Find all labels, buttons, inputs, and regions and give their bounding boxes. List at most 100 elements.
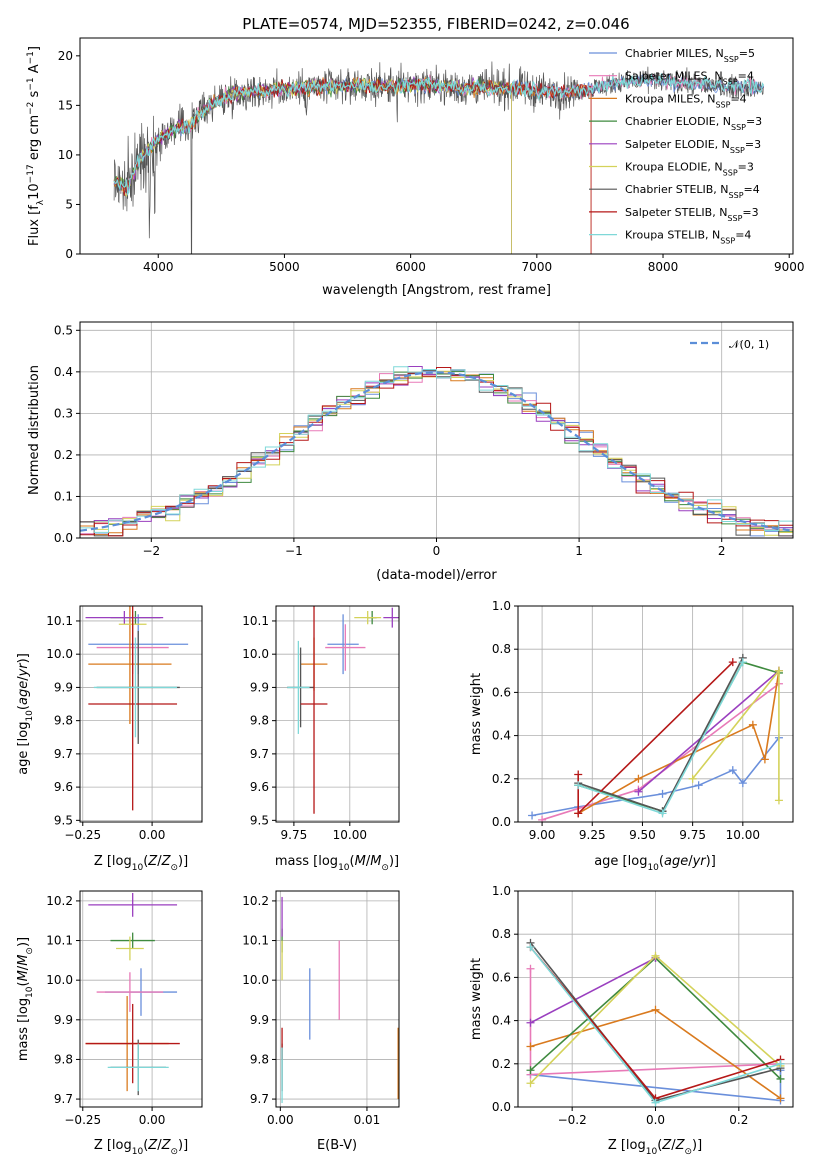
mass-vs-Z-ytick-label: 9.7 xyxy=(54,1092,73,1106)
mass-vs-EBV-xtick-label: 0.01 xyxy=(354,1113,381,1127)
weight-point-marker xyxy=(774,796,783,805)
weight-point-marker xyxy=(574,781,583,790)
legend-entry: Salpeter STELIB, NSSP=3 xyxy=(625,206,759,223)
weight-point-marker xyxy=(651,1005,660,1014)
spectrum-model-line xyxy=(113,72,765,196)
mass-vs-Z-ytick-label: 9.8 xyxy=(54,1052,73,1066)
mass-vs-Z-frame xyxy=(79,890,203,1108)
spectrum-frame xyxy=(79,37,794,255)
weight-point-marker xyxy=(738,779,747,788)
residuals-plot-area xyxy=(80,366,793,537)
spectrum-ytick-label: 10 xyxy=(58,148,73,162)
weight-series-line xyxy=(530,957,656,1024)
weight-point-marker xyxy=(634,774,643,783)
spectrum-ytick-label: 0 xyxy=(65,247,73,261)
residuals-panel: −2 −1 0 1 2 0.0 0.1 0.2 0.3 0.4 0.5 (data-model)/er… xyxy=(27,321,794,583)
age-vs-mass-ytick-label: 9.6 xyxy=(250,780,269,794)
residuals-ytick-label: 0.4 xyxy=(54,365,73,379)
weight-vs-age-xlabel: age [log10(age/yr)] xyxy=(594,854,716,873)
age-vs-Z-ytick-label: 9.5 xyxy=(54,813,73,827)
weight-vs-Z-xtick-label: 0.2 xyxy=(729,1113,748,1127)
age-vs-mass-ytick-label: 9.5 xyxy=(250,813,269,827)
weight-point-marker xyxy=(574,809,583,818)
residuals-ytick-label: 0.1 xyxy=(54,489,73,503)
age-vs-mass-xtick-label: 9.75 xyxy=(281,828,308,842)
weight-vs-Z-xtick-label: −0.2 xyxy=(558,1113,587,1127)
age-vs-mass-ytick-label: 10.0 xyxy=(242,647,269,661)
mass-vs-Z-xtick-label: −0.25 xyxy=(64,1113,101,1127)
mass-vs-EBV-plot-area xyxy=(281,896,399,1104)
weight-vs-age-ylabel: mass weight xyxy=(469,673,484,755)
age-vs-Z-xlabel: Z [log10(Z/Z⊙)] xyxy=(94,854,188,873)
mass-vs-EBV-ytick-label: 10.0 xyxy=(242,973,269,987)
weight-point-marker xyxy=(526,943,535,952)
mass-vs-EBV-frame xyxy=(275,890,400,1108)
spectrum-ytick-label: 5 xyxy=(65,197,73,211)
age-vs-Z-ytick-label: 9.9 xyxy=(54,680,73,694)
weight-vs-age-ytick-label: 0.6 xyxy=(492,685,511,699)
weight-point-marker xyxy=(776,1074,785,1083)
spectrum-model-line xyxy=(113,77,512,254)
age-vs-mass-ytick-label: 10.1 xyxy=(242,614,269,628)
age-vs-Z-ylabel: age [log10(age/yr)] xyxy=(16,653,35,775)
weight-point-marker xyxy=(526,1042,535,1051)
weight-vs-Z-ylabel: mass weight xyxy=(469,958,484,1040)
spectrum-model-line xyxy=(113,78,512,254)
spectrum-xlabel: wavelength [Angstrom, rest frame] xyxy=(322,283,551,298)
spectrum-data-line xyxy=(113,61,764,254)
spectrum-ytick-label: 20 xyxy=(58,49,73,63)
weight-vs-Z-panel: −0.2 0.0 0.2 0.0 0.2 0.4 0.6 0.8 1.0 Z [log10(Z/Z… xyxy=(469,884,794,1157)
residuals-xtick-label: −2 xyxy=(142,544,160,558)
spectrum-xtick-label: 6000 xyxy=(395,260,426,274)
mass-vs-EBV-panel: 0.00 0.01 9.7 9.8 9.9 10.0 10.1 10.2 E(B-V) xyxy=(242,890,400,1153)
age-vs-Z-frame xyxy=(79,605,203,823)
mass-vs-Z-ylabel: mass [log10(M/M⊙)] xyxy=(16,937,35,1061)
weight-point-marker xyxy=(526,1066,535,1075)
legend-entry: Kroupa STELIB, NSSP=4 xyxy=(625,229,751,246)
mass-vs-Z-ytick-label: 10.1 xyxy=(46,934,73,948)
weight-series-line xyxy=(637,670,780,793)
age-vs-mass-frame xyxy=(275,605,400,823)
weight-point-marker xyxy=(528,811,537,820)
weight-point-marker xyxy=(658,789,667,798)
age-vs-Z-panel: −0.25 0.00 9.5 9.6 9.7 9.8 9.9 10.0 10.1 Z [log10… xyxy=(16,605,203,873)
age-vs-Z-ytick-label: 9.8 xyxy=(54,714,73,728)
weight-vs-age-plot-area xyxy=(528,653,783,822)
mass-vs-EBV-xtick-label: 0.00 xyxy=(267,1113,294,1127)
weight-vs-age-ytick-label: 0.2 xyxy=(492,772,511,786)
legend-entry: 𝒩(0, 1) xyxy=(729,338,769,351)
weight-point-marker xyxy=(774,666,783,675)
weight-vs-age-ytick-label: 0.4 xyxy=(492,729,511,743)
legend-entry: Kroupa ELODIE, NSSP=3 xyxy=(625,161,754,178)
weight-vs-age-xtick-label: 10.00 xyxy=(726,828,760,842)
weight-point-marker xyxy=(738,658,747,667)
mass-vs-Z-ytick-label: 10.2 xyxy=(46,894,73,908)
legend-entry: Chabrier STELIB, NSSP=4 xyxy=(625,183,760,200)
legend-entry: Chabrier ELODIE, NSSP=3 xyxy=(625,115,762,132)
weight-point-marker xyxy=(651,1098,660,1107)
weight-vs-age-ytick-label: 0.8 xyxy=(492,642,511,656)
weight-vs-Z-plot-area xyxy=(526,938,785,1107)
spectrum-panel: 4000 5000 6000 7000 8000 9000 0 5 10 15 20 waveleng… xyxy=(26,37,804,298)
weight-point-marker xyxy=(688,774,697,783)
mass-vs-Z-xlabel: Z [log10(Z/Z⊙)] xyxy=(94,1138,188,1157)
weight-series-line xyxy=(577,661,780,813)
mass-vs-EBV-ytick-label: 10.1 xyxy=(242,934,269,948)
residuals-ytick-label: 0.3 xyxy=(54,406,73,420)
weight-point-marker xyxy=(728,658,737,667)
mass-vs-EBV-xlabel: E(B-V) xyxy=(317,1138,357,1153)
age-vs-mass-xtick-label: 10.00 xyxy=(333,828,367,842)
weight-vs-Z-ytick-label: 0.2 xyxy=(492,1057,511,1071)
residuals-ylabel: Normed distribution xyxy=(27,365,42,495)
age-vs-mass-panel: 9.75 10.00 9.5 9.6 9.7 9.8 9.9 10.0 10.1 mass [lo… xyxy=(242,605,400,873)
spectrum-ylabel: Flux [fλ10−17 erg cm−2 s−1 A−1] xyxy=(26,46,46,246)
weight-point-marker xyxy=(651,951,660,960)
residuals-xlabel: (data-model)/error xyxy=(376,568,497,583)
age-vs-Z-ytick-label: 10.1 xyxy=(46,614,73,628)
residuals-ytick-label: 0.5 xyxy=(54,323,73,337)
weight-vs-Z-ytick-label: 0.8 xyxy=(492,927,511,941)
weight-vs-age-panel: 9.00 9.25 9.50 9.75 10.00 0.0 0.2 0.4 0.6 0.8 1.0 a… xyxy=(469,599,794,873)
weight-point-marker xyxy=(728,766,737,775)
residuals-ytick-label: 0.0 xyxy=(54,531,73,545)
